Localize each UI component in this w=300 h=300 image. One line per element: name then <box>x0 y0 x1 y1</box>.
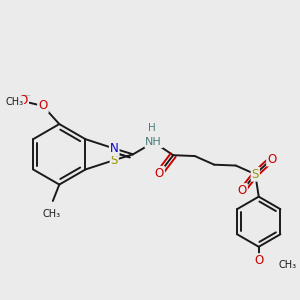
Text: O: O <box>238 184 247 197</box>
Text: NH: NH <box>146 137 162 147</box>
Text: H: H <box>148 123 155 133</box>
Text: CH₃: CH₃ <box>5 97 23 106</box>
Text: CH₃: CH₃ <box>43 209 61 219</box>
Text: S: S <box>252 168 259 181</box>
Text: S: S <box>111 154 118 166</box>
Text: O: O <box>38 99 47 112</box>
Text: O: O <box>38 99 47 112</box>
Text: O: O <box>19 94 28 107</box>
Text: O: O <box>267 153 276 166</box>
Text: O: O <box>155 167 164 180</box>
Text: N: N <box>110 142 118 155</box>
Text: methoxy: methoxy <box>25 94 31 96</box>
Text: O: O <box>254 254 263 267</box>
Text: CH₃: CH₃ <box>278 260 296 270</box>
